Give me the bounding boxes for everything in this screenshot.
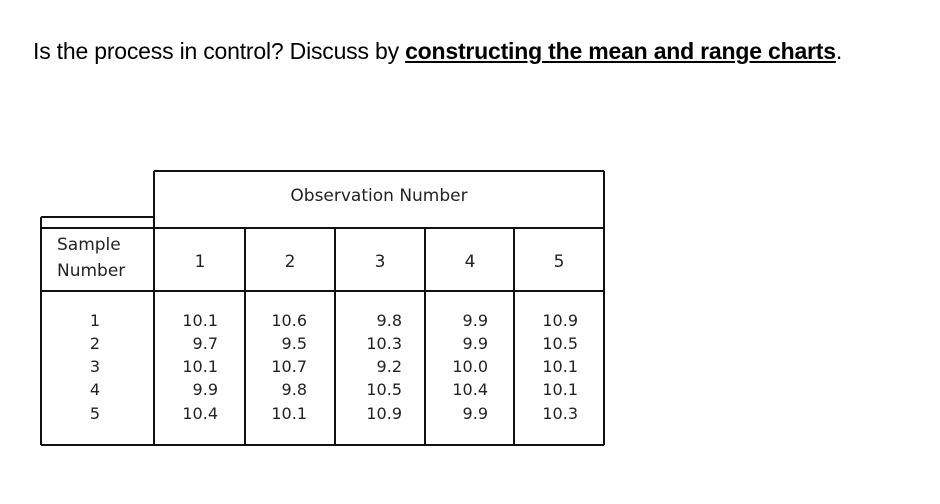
column-header-4: 4	[464, 252, 476, 272]
sample-number-4: 4	[89, 380, 101, 399]
table-cell: 10.6	[271, 311, 307, 330]
table-cell: 10.4	[452, 380, 488, 399]
table-cell: 10.3	[542, 404, 578, 423]
table-cell: 10.1	[542, 357, 578, 376]
table-cell: 10.9	[366, 404, 402, 423]
table-cell: 10.1	[271, 404, 307, 423]
question-suffix: .	[835, 38, 843, 64]
table-cell: 10.1	[542, 380, 578, 399]
table-cell: 10.0	[452, 357, 488, 376]
question-prefix: Is the process in control? Discuss by	[33, 38, 406, 64]
sample-number-header: Sample Number	[57, 232, 125, 284]
table-cell: 9.2	[376, 357, 402, 376]
table-cell: 10.1	[182, 357, 218, 376]
column-header-2: 2	[284, 252, 296, 272]
sample-number-1: 1	[89, 311, 101, 330]
sample-number-5: 5	[89, 404, 101, 423]
table-cell: 10.3	[366, 334, 402, 353]
column-header-3: 3	[374, 252, 386, 272]
table-cell: 10.4	[182, 404, 218, 423]
sample-number-3: 3	[89, 357, 101, 376]
table-cell: 9.9	[192, 380, 218, 399]
sample-header-line2: Number	[57, 261, 126, 281]
column-header-1: 1	[194, 252, 206, 272]
question-emphasis: constructing the mean and range charts	[405, 38, 836, 64]
table-cell: 9.5	[281, 334, 307, 353]
column-header-5: 5	[553, 252, 565, 272]
table-cell: 10.5	[542, 334, 578, 353]
table-cell: 10.9	[542, 311, 578, 330]
question-text: Is the process in control? Discuss by co…	[33, 38, 842, 65]
table-cell: 10.7	[271, 357, 307, 376]
table-cell: 9.8	[281, 380, 307, 399]
table-cell: 9.9	[462, 334, 488, 353]
table-cell: 10.5	[366, 380, 402, 399]
table-cell: 9.9	[462, 311, 488, 330]
sample-number-2: 2	[89, 334, 101, 353]
table-cell: 9.8	[376, 311, 402, 330]
sample-header-line1: Sample	[57, 235, 121, 255]
table-cell: 9.9	[462, 404, 488, 423]
table-cell: 10.1	[182, 311, 218, 330]
table-cell: 9.7	[192, 334, 218, 353]
observation-number-header: Observation Number	[290, 186, 468, 206]
